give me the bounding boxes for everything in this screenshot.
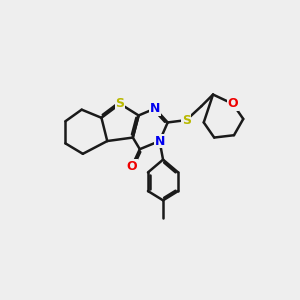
Text: O: O: [227, 97, 238, 110]
Text: N: N: [150, 102, 160, 115]
Text: S: S: [182, 114, 191, 127]
Text: O: O: [126, 160, 137, 173]
Text: S: S: [116, 97, 124, 110]
Text: N: N: [154, 134, 165, 148]
